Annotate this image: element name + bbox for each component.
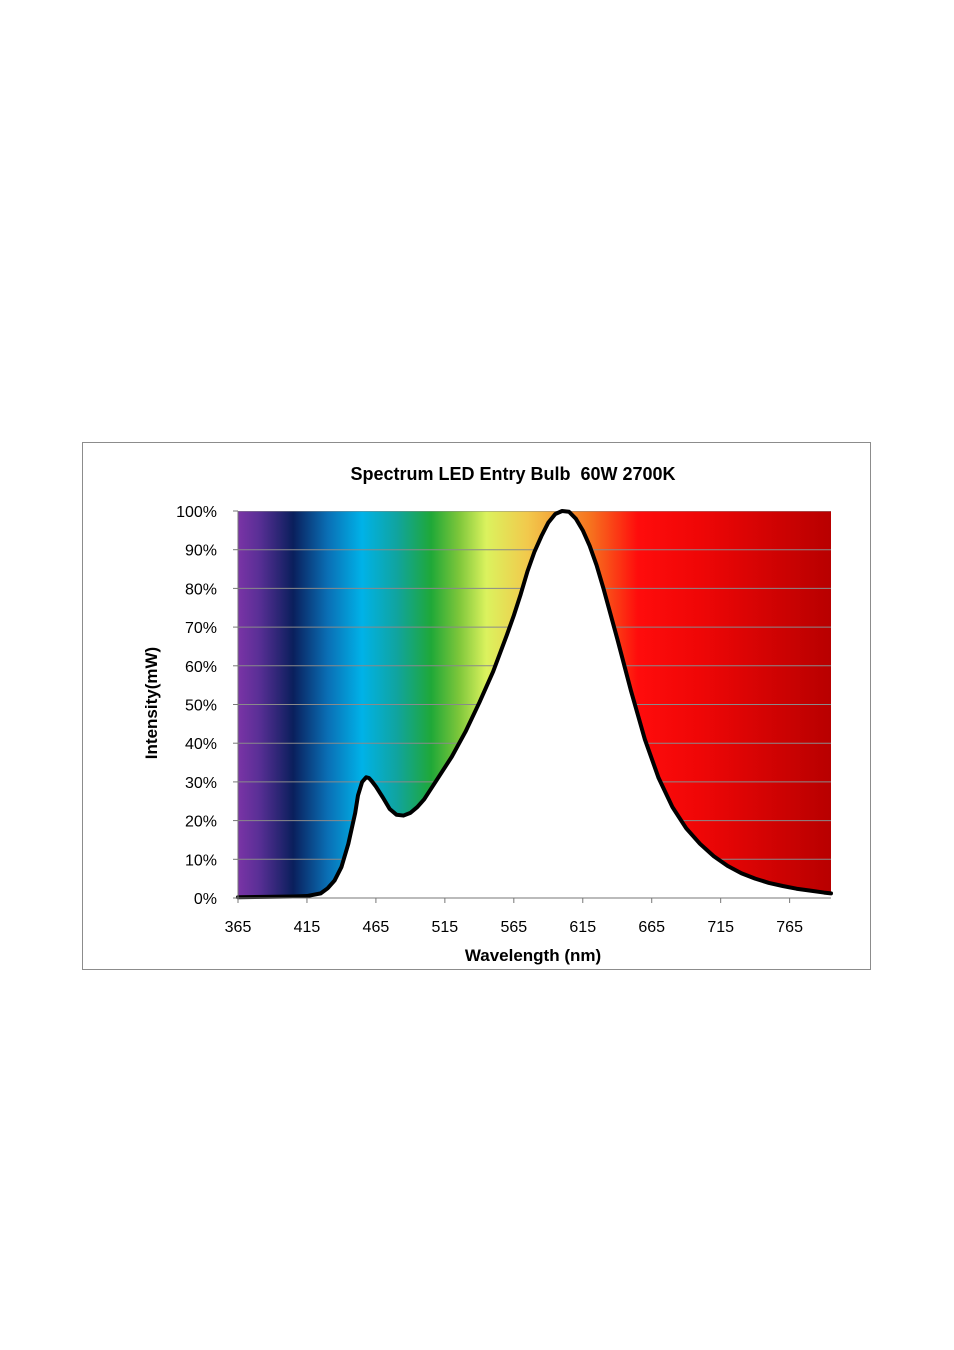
spectrum-series-line bbox=[236, 509, 833, 900]
spectrum-chart: Spectrum LED Entry Bulb 60W 2700K 0% 10% 2… bbox=[142, 464, 833, 965]
y-tick-label: 0% bbox=[194, 891, 217, 908]
y-axis-label: Intensity(mW) bbox=[142, 647, 161, 759]
y-tick-label: 80% bbox=[185, 581, 217, 598]
y-tick-label: 30% bbox=[185, 775, 217, 792]
y-tick-label: 60% bbox=[185, 659, 217, 676]
y-tick-label: 90% bbox=[185, 543, 217, 560]
chart-title: Spectrum LED Entry Bulb 60W 2700K bbox=[350, 464, 675, 484]
x-tick-label: 415 bbox=[294, 919, 321, 936]
y-tick-label: 10% bbox=[185, 852, 217, 869]
chart-frame: Spectrum LED Entry Bulb 60W 2700K 0% 10% 2… bbox=[82, 442, 871, 970]
x-axis-label: Wavelength (nm) bbox=[465, 946, 601, 965]
y-tick-label: 20% bbox=[185, 814, 217, 831]
x-tick-label: 465 bbox=[363, 919, 390, 936]
area-under-curve bbox=[238, 511, 831, 898]
y-tick-label: 100% bbox=[176, 504, 217, 521]
y-tick-label: 50% bbox=[185, 698, 217, 715]
axes: 0% 10% 20% 30% 40% 50% 60% 70% 80% 90% 100% 365 415 4… bbox=[176, 504, 831, 936]
spectrum-curve-group bbox=[236, 509, 833, 900]
x-tick-label: 565 bbox=[500, 919, 527, 936]
x-tick-label: 765 bbox=[776, 919, 803, 936]
x-tick-label: 615 bbox=[569, 919, 596, 936]
x-tick-label: 365 bbox=[225, 919, 252, 936]
y-tick-label: 40% bbox=[185, 736, 217, 753]
y-tick-label: 70% bbox=[185, 620, 217, 637]
x-tick-label: 665 bbox=[638, 919, 665, 936]
x-tick-label: 715 bbox=[707, 919, 734, 936]
x-tick-label: 515 bbox=[432, 919, 459, 936]
